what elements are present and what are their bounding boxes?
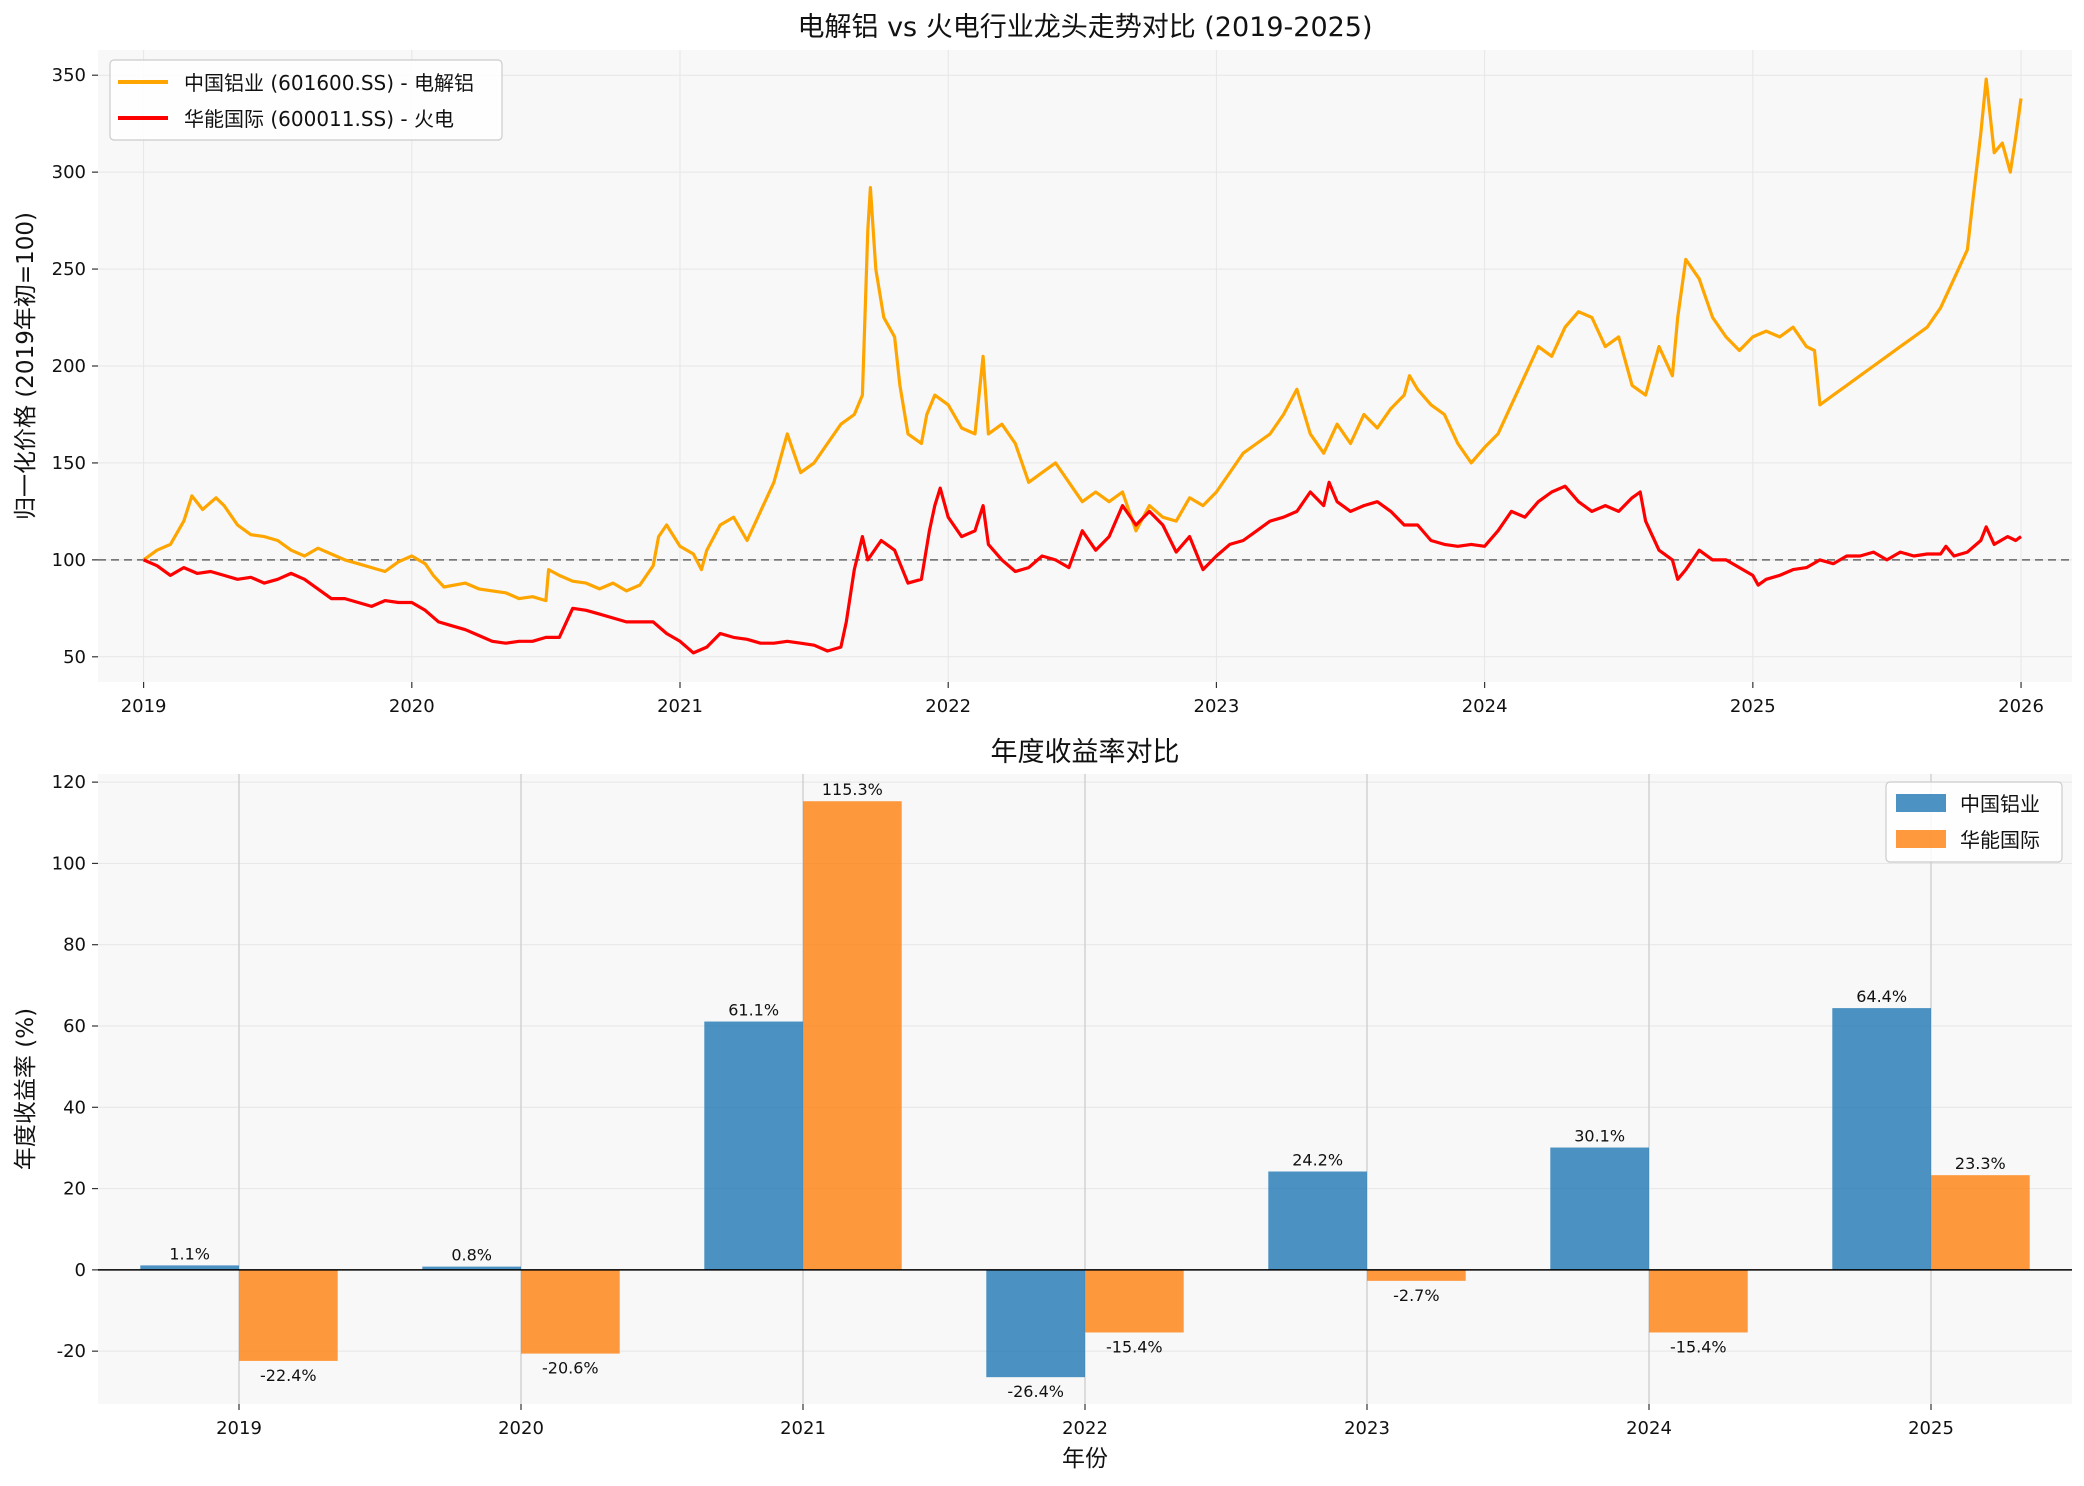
- legend-swatch-aluminum-bar: [1896, 794, 1946, 812]
- bar-aluminum: [704, 1021, 803, 1270]
- bar-power: [803, 801, 902, 1270]
- bar-aluminum: [1832, 1008, 1931, 1270]
- line-y-tick-label: 300: [52, 162, 86, 183]
- line-chart-x-ticks: 2019 2020 2021 2022 2023 2024 2025 2026: [121, 682, 2044, 717]
- line-y-tick-label: 200: [52, 356, 86, 377]
- line-legend-box: [109, 59, 503, 141]
- legend-label-power-bar: 华能国际: [1960, 828, 2040, 852]
- bar-data-label: 64.4%: [1856, 987, 1907, 1006]
- bar-y-tick-label: 60: [63, 1016, 86, 1037]
- bar-power: [239, 1269, 338, 1361]
- bar-data-label: -22.4%: [260, 1366, 317, 1385]
- bar-x-tick-label: 2023: [1344, 1418, 1390, 1439]
- bar-power: [1649, 1269, 1748, 1333]
- bar-x-tick-label: 2020: [498, 1418, 544, 1439]
- bar-data-label: -26.4%: [1007, 1382, 1064, 1401]
- legend-swatch-power-bar: [1896, 830, 1946, 848]
- line-x-tick-label: 2024: [1462, 696, 1508, 717]
- bar-data-label: -2.7%: [1393, 1286, 1439, 1305]
- bar-y-tick-label: -20: [57, 1341, 86, 1362]
- bar-data-label: 24.2%: [1292, 1151, 1343, 1170]
- bar-x-tick-label: 2021: [780, 1418, 826, 1439]
- bar-chart-x-ticks: 2019 2020 2021 2022 2023 2024 2025: [216, 1404, 1954, 1439]
- bar-y-tick-label: 20: [63, 1179, 86, 1200]
- line-x-tick-label: 2025: [1730, 696, 1776, 717]
- line-x-tick-label: 2019: [121, 696, 167, 717]
- bar-aluminum: [986, 1269, 1085, 1378]
- line-y-tick-label: 100: [52, 550, 86, 571]
- line-x-tick-label: 2020: [389, 696, 435, 717]
- line-x-tick-label: 2026: [1998, 696, 2044, 717]
- bar-power: [1931, 1175, 2030, 1270]
- bar-data-label: -15.4%: [1670, 1337, 1727, 1356]
- bar-chart: 1.1% -22.4% 0.8% -20.6% 61.1% 115.3% -26.4% -15…: [13, 737, 2072, 1472]
- line-y-tick-label: 350: [52, 65, 86, 86]
- bar-data-label: 0.8%: [451, 1246, 492, 1265]
- series-line-aluminum: [142, 77, 2023, 603]
- bar-aluminum: [140, 1265, 239, 1270]
- bar-data-label: 1.1%: [169, 1244, 210, 1263]
- series-line-power: [142, 480, 2022, 655]
- bar-chart-y-label: 年度收益率 (%): [13, 1008, 39, 1170]
- bar-power: [1085, 1269, 1184, 1333]
- line-chart-y-ticks: 50 100 150 200 250 300 350: [52, 65, 98, 668]
- legend-label-aluminum: 中国铝业 (601600.SS) - 电解铝: [184, 71, 474, 95]
- line-y-tick-label: 50: [63, 647, 86, 668]
- bar-chart-data-labels: 1.1% -22.4% 0.8% -20.6% 61.1% 115.3% -26.4% -15…: [169, 780, 2005, 1401]
- bar-chart-title: 年度收益率对比: [991, 737, 1180, 768]
- line-y-tick-label: 150: [52, 453, 86, 474]
- line-x-tick-label: 2022: [925, 696, 971, 717]
- bar-data-label: 30.1%: [1574, 1127, 1625, 1146]
- line-chart-series: [142, 77, 2023, 655]
- legend-label-power: 华能国际 (600011.SS) - 火电: [184, 107, 454, 131]
- bar-chart-y-ticks: -20 0 20 40 60 80 100 120: [52, 772, 98, 1362]
- line-y-tick-label: 250: [52, 259, 86, 280]
- line-chart-title: 电解铝 vs 火电行业龙头走势对比 (2019-2025): [797, 12, 1372, 43]
- bar-aluminum: [1550, 1147, 1649, 1270]
- bar-data-label: 61.1%: [728, 1001, 779, 1020]
- bar-x-tick-label: 2025: [1908, 1418, 1954, 1439]
- bar-y-tick-label: 100: [52, 853, 86, 874]
- bar-chart-bars: [140, 801, 2030, 1378]
- bar-power: [521, 1269, 620, 1354]
- bar-data-label: 115.3%: [822, 780, 883, 799]
- bar-aluminum: [422, 1266, 521, 1270]
- bar-aluminum: [1268, 1171, 1367, 1270]
- bar-y-tick-label: 80: [63, 935, 86, 956]
- bar-chart-legend: 中国铝业 华能国际: [1885, 781, 2063, 863]
- bar-x-tick-label: 2019: [216, 1418, 262, 1439]
- line-chart-legend: 中国铝业 (601600.SS) - 电解铝 华能国际 (600011.SS) …: [109, 59, 503, 141]
- bar-power: [1367, 1269, 1466, 1281]
- bar-y-tick-label: 120: [52, 772, 86, 793]
- bar-data-label: 23.3%: [1955, 1154, 2006, 1173]
- bar-chart-x-label: 年份: [1062, 1446, 1108, 1472]
- bar-data-label: -15.4%: [1106, 1337, 1163, 1356]
- line-x-tick-label: 2021: [657, 696, 703, 717]
- line-chart-y-label: 归一化价格 (2019年初=100): [13, 212, 39, 520]
- bar-y-tick-label: 40: [63, 1097, 86, 1118]
- bar-x-tick-label: 2024: [1626, 1418, 1672, 1439]
- legend-label-aluminum-bar: 中国铝业: [1960, 792, 2040, 816]
- bar-y-tick-label: 0: [75, 1260, 86, 1281]
- bar-x-tick-label: 2022: [1062, 1418, 1108, 1439]
- bar-data-label: -20.6%: [542, 1359, 599, 1378]
- line-chart: 2019 2020 2021 2022 2023 2024 2025 2026 50 100 15…: [13, 12, 2072, 717]
- line-x-tick-label: 2023: [1194, 696, 1240, 717]
